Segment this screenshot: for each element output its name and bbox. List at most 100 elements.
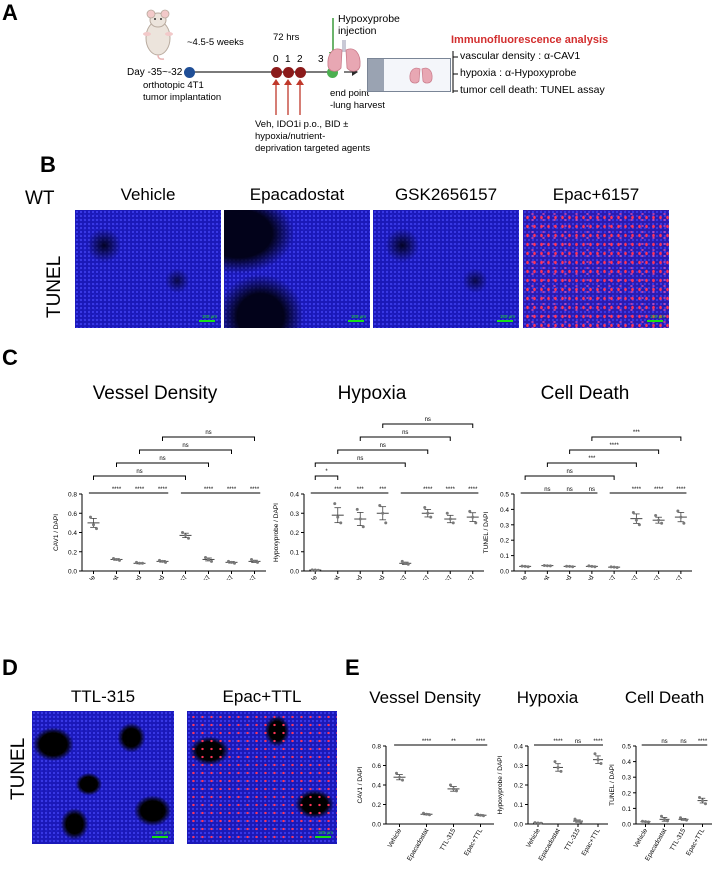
data-point [227,559,230,563]
data-point [654,514,658,518]
y-tick-label: 0.3 [514,763,523,770]
data-point [526,565,530,569]
data-point [92,523,95,527]
mouse-icon [143,9,173,60]
endpoint-label-2: -lung harvest [330,100,385,111]
data-point [233,561,236,565]
data-point [250,557,253,561]
data-point [138,561,141,565]
data-point [587,564,591,568]
data-point [398,775,401,779]
data-point [479,813,482,817]
chart-cell-death-ttl: 0.0 0.1 0.2 0.3 0.4 0.5 TUNEL / DAPI Vehicle Epa… [609,739,712,862]
data-point [545,564,549,568]
data-point [210,559,213,563]
x-tick-label: Vehicle [81,574,98,580]
x-tick-label: Vehicle [525,827,542,849]
bracket-label: ns [566,469,572,475]
x-tick-label: Epac+TTL [463,827,484,857]
significance-label: **** [632,487,642,493]
chart-hypoxia-wt: 0.0 0.1 0.2 0.3 0.4 Hypoxyprobe / DAPI Vehicle… [273,417,484,580]
data-point [579,820,583,824]
data-point [118,558,121,562]
data-point [676,509,680,513]
data-point [682,521,686,525]
x-tick-label: Navox+6157 [430,574,455,580]
data-point [660,521,664,525]
day-label: Day -35~-32 [127,67,183,78]
y-axis-label: TUNEL / DAPI [609,764,616,806]
duration-label: ~4.5-5 weeks [187,37,244,48]
data-point [429,515,433,519]
comparison-bracket [93,475,186,480]
significance-label: **** [422,739,432,745]
data-point [536,821,540,825]
y-tick-label: 0.2 [372,802,381,809]
bracket-label: ns [136,469,142,475]
y-tick-label: 0.3 [622,775,631,782]
x-tick-label: Indoximod [365,574,386,580]
y-tick-label: 0.8 [372,744,381,751]
bracket-label: ns [425,417,431,423]
data-point [403,561,407,565]
bracket-label: ns [380,443,386,449]
significance-label: **** [227,487,237,493]
col-title-epacadostat: Epacadostat [249,185,345,204]
treatment-label-2: hypoxia/nutrient- [255,131,326,142]
chart-vessel-density-wt: 0.0 0.2 0.4 0.6 0.8 CAV1 / DAPI VehicleEpacado… [53,430,266,580]
x-tick-label: Epacadostat [406,827,430,862]
chart-title-e2: Hypoxia [516,688,579,707]
x-tick-label: Indox+6157 [661,574,684,580]
data-point [596,758,600,762]
x-tick-label: GSK2656157 [164,574,190,580]
chart-title-c3: Cell Death [540,383,630,404]
data-point [333,502,337,506]
x-tick-label: Indoximod [145,574,166,580]
data-point [187,536,190,540]
data-point [682,817,685,821]
data-point [207,557,210,561]
data-point [355,507,359,511]
y-tick-label: 0.0 [500,569,509,576]
data-point [593,752,597,756]
data-point [358,517,362,521]
y-tick-label: 0.3 [290,511,299,518]
y-tick-label: 0.4 [514,744,523,751]
data-point [476,812,479,816]
y-tick-label: 0.4 [500,507,509,514]
y-tick-label: 0.5 [622,744,631,751]
data-point [313,568,317,572]
data-point [698,795,701,799]
y-tick-label: 0.4 [372,783,381,790]
bracket-label: ns [357,456,363,462]
data-point [634,518,638,522]
significance-label: **** [476,739,486,745]
significance-label: **** [446,487,456,493]
data-point [181,531,184,534]
comparison-bracket [382,423,474,428]
bracket-label: *** [588,456,596,462]
bracket-label: ns [402,430,408,436]
comparison-bracket [314,475,339,480]
x-tick-label: Navoximod [551,574,574,580]
micrograph-ttl315: 100 μm [32,711,174,844]
data-point [158,558,161,562]
col-title-gsk: GSK2656157 [394,185,498,204]
data-point [184,533,187,537]
comparison-bracket [116,462,209,467]
data-point [401,778,404,782]
x-tick-label: Indoximod [575,574,596,580]
significance-label: ns [575,739,581,745]
data-point [339,521,343,525]
micrograph-epac6157: 100 μm [523,210,669,328]
y-tick-label: 0.0 [372,822,381,829]
significance-label: ** [451,739,456,745]
significance-label: *** [334,487,342,493]
y-tick-label: 0.0 [622,822,631,829]
data-point [115,557,118,561]
start-dot [184,67,195,78]
bracket-label: *** [633,430,641,436]
y-tick-label: 0.4 [290,492,299,499]
data-point [230,560,233,564]
micrograph-epacttl: 100 μm [187,711,337,844]
